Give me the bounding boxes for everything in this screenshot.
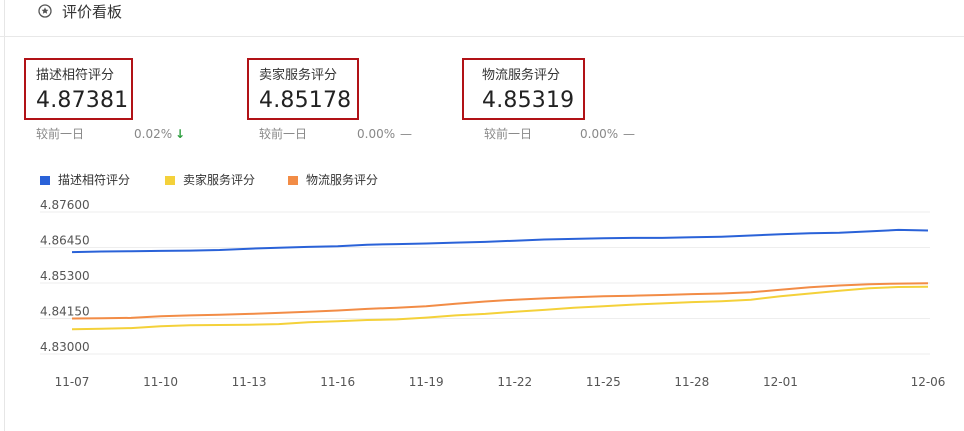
flat-dash-icon: — [400, 127, 412, 141]
compare-label: 较前一日 [259, 127, 308, 141]
compare-label: 较前一日 [36, 127, 85, 141]
metric-value: 4.87381 [36, 88, 129, 113]
y-tick-label: 4.83000 [40, 340, 90, 354]
page-title: 评价看板 [62, 3, 123, 21]
legend-swatch [165, 176, 175, 185]
x-tick-label: 11-22 [497, 375, 532, 389]
series-line-3[interactable] [71, 282, 929, 320]
arrow-down-icon: ↓ [175, 127, 186, 141]
y-tick-label: 4.87600 [40, 198, 90, 212]
metric-label: 物流服务评分 [482, 68, 561, 83]
legend-label: 物流服务评分 [306, 173, 379, 187]
x-tick-label: 11-28 [674, 375, 709, 389]
line-chart: 4.87600 4.86450 4.85300 4.84150 4.83000 11-07… [40, 198, 946, 389]
panel-header: 评价看板 [0, 0, 964, 37]
flat-dash-icon: — [623, 127, 635, 141]
metric-label: 描述相符评分 [36, 68, 115, 83]
x-tick-label: 12-06 [911, 375, 946, 389]
highlight-box [247, 58, 359, 120]
panel-left-border [4, 0, 5, 431]
legend-label: 描述相符评分 [58, 173, 131, 187]
y-tick-label: 4.84150 [40, 305, 90, 319]
series-line-2[interactable] [71, 285, 929, 331]
compare-value: 0.02% [134, 127, 173, 141]
star-badge-icon [38, 4, 52, 18]
x-tick-label: 11-10 [143, 375, 178, 389]
x-tick-label: 11-13 [232, 375, 267, 389]
legend-label: 卖家服务评分 [183, 173, 256, 187]
metric-value: 4.85319 [482, 88, 575, 113]
legend-swatch [40, 176, 50, 185]
x-tick-label: 11-19 [409, 375, 444, 389]
metric-value: 4.85178 [259, 88, 352, 113]
series-line-1[interactable] [71, 228, 929, 254]
compare-value: 0.00% [357, 127, 396, 141]
metric-label: 卖家服务评分 [259, 68, 338, 83]
x-tick-label: 11-16 [320, 375, 355, 389]
compare-label: 较前一日 [484, 127, 533, 141]
y-tick-label: 4.86450 [40, 234, 90, 248]
highlight-box [462, 58, 585, 120]
x-tick-label: 12-01 [763, 375, 798, 389]
y-tick-label: 4.85300 [40, 269, 90, 283]
highlight-box [24, 58, 133, 120]
x-tick-label: 11-07 [55, 375, 90, 389]
x-tick-label: 11-25 [586, 375, 621, 389]
compare-value: 0.00% [580, 127, 619, 141]
legend-swatch [288, 176, 298, 185]
